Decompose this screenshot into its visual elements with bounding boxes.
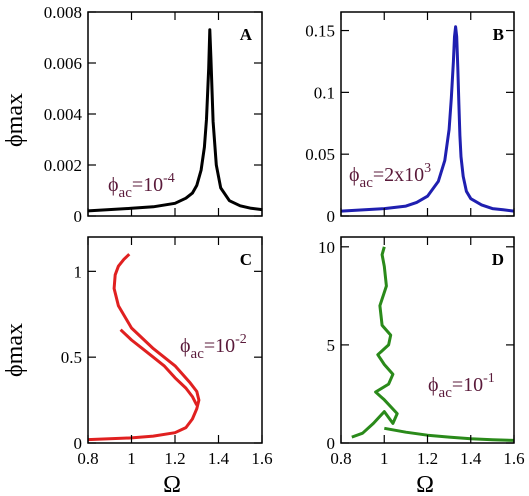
annotation-subscript: ac [191, 346, 205, 362]
y-tick-label: 0.5 [61, 348, 82, 367]
panel-letter: B [493, 25, 504, 44]
annotation-text: =10 [452, 374, 483, 396]
annotation-superscript: -2 [235, 332, 247, 347]
parameter-annotation: ϕac=2x103 [349, 161, 431, 191]
annotation-subscript: ac [439, 385, 453, 401]
annotation-superscript: -1 [483, 371, 495, 386]
annotation-symbol: ϕ [428, 374, 439, 396]
series-line-a-0 [87, 28, 263, 213]
x-axis-label-left: Ω [163, 472, 181, 496]
x-tick-label: 1 [380, 449, 389, 468]
y-tick-label: 0 [327, 434, 336, 453]
y-tick-label: 0.05 [305, 145, 335, 164]
annotation-symbol: ϕ [108, 174, 119, 196]
series-line-c-0 [87, 253, 201, 442]
annotation-symbol: ϕ [180, 335, 191, 357]
y-tick-label: 0.008 [44, 3, 82, 22]
y-tick-label: 0.006 [44, 54, 82, 73]
x-tick-label: 1.6 [251, 449, 272, 468]
y-tick-label: 1 [74, 262, 83, 281]
series-line-d-1 [384, 426, 515, 442]
y-tick-label: 0.002 [44, 156, 82, 175]
panel-letter: C [240, 250, 252, 269]
y-axis-label-top: ϕmax [2, 93, 28, 147]
y-axis-label-bottom: ϕmax [2, 323, 28, 377]
series-line-d-0 [351, 246, 399, 439]
parameter-annotation: ϕac=10-2 [180, 332, 247, 362]
x-tick-label: 1.2 [417, 449, 438, 468]
plot-frame [340, 236, 515, 444]
annotation-text: =10 [204, 335, 235, 357]
x-tick-label: 1.4 [460, 449, 482, 468]
y-tick-label: 0.004 [44, 105, 83, 124]
x-tick-label: 1.4 [208, 449, 230, 468]
annotation-text: =2x10 [373, 164, 424, 186]
annotation-symbol: ϕ [349, 164, 360, 186]
annotation-subscript: ac [360, 175, 374, 191]
panel-letter: D [492, 250, 504, 269]
series-line-c-1 [119, 328, 199, 406]
y-tick-label: 0.1 [314, 83, 335, 102]
x-tick-label: 1.6 [503, 449, 524, 468]
y-tick-label: 10 [318, 238, 335, 257]
panel-letter: A [240, 25, 253, 44]
y-tick-label: 0 [74, 434, 83, 453]
parameter-annotation: ϕac=10-4 [108, 171, 175, 201]
y-tick-label: 0.15 [305, 22, 335, 41]
y-tick-label: 0 [74, 207, 83, 226]
annotation-text: =10 [132, 174, 163, 196]
x-axis-label-right: Ω [416, 472, 434, 496]
y-tick-label: 0 [327, 207, 336, 226]
series-line-b-0 [340, 25, 515, 213]
x-tick-label: 1.2 [164, 449, 185, 468]
parameter-annotation: ϕac=10-1 [428, 371, 495, 401]
annotation-subscript: ac [119, 185, 133, 201]
x-tick-label: 0.8 [330, 449, 351, 468]
x-tick-label: 0.8 [77, 449, 98, 468]
x-tick-label: 1 [127, 449, 136, 468]
annotation-superscript: 3 [424, 161, 431, 176]
y-tick-label: 5 [327, 336, 336, 355]
annotation-superscript: -4 [163, 171, 175, 186]
